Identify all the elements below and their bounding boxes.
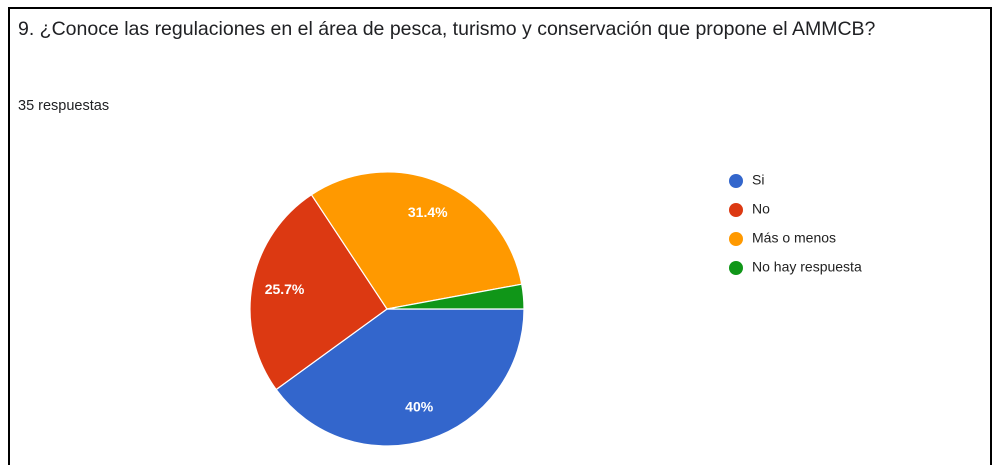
legend-label: Si [752,172,764,188]
value-label: 31.4% [408,204,448,220]
pie-slice [310,171,523,310]
legend-label: Más o menos [752,230,836,246]
legend-marker [729,232,743,246]
frame [8,7,992,465]
legend-marker [729,174,743,188]
value-label: 25.7% [265,281,305,297]
legend-marker [729,261,743,275]
legend-label: No hay respuesta [752,259,862,275]
pie-slice [249,193,388,391]
value-label: 40% [405,399,434,415]
legend-label: No [752,201,770,217]
chart-title: 9. ¿Conoce las regulaciones en el área d… [18,18,876,40]
pie-slice [386,283,525,310]
chart-subtitle: 35 respuestas [18,98,110,114]
legend-marker [729,203,743,217]
pie-slice [275,308,525,447]
